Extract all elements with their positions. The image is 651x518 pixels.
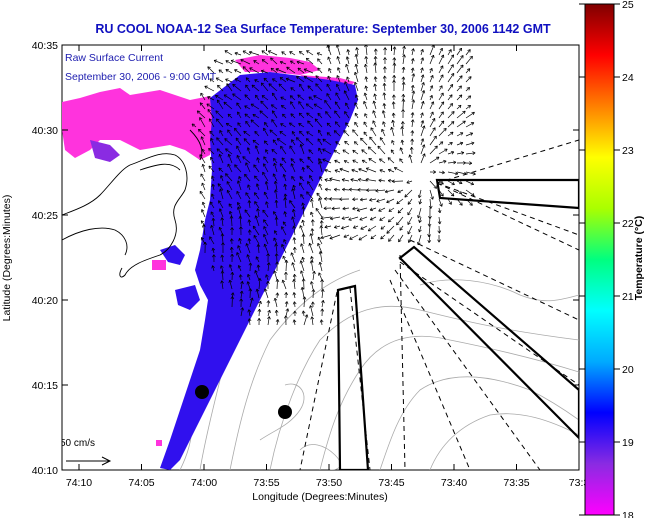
coastline xyxy=(62,129,203,278)
station-marker xyxy=(278,405,292,419)
y-axis: 40:35 40:30 40:25 40:20 40:15 40:10 xyxy=(32,40,579,477)
colorbar-tick-label: 20 xyxy=(622,364,634,376)
colorbar-tick-label: 21 xyxy=(622,291,634,303)
x-tick-label: 73:55 xyxy=(253,477,279,489)
colorbar xyxy=(584,3,615,516)
y-tick-label: 40:20 xyxy=(32,295,58,307)
x-axis: 74:10 74:05 74:00 73:55 73:50 73:45 73:40 73:35… xyxy=(66,45,590,489)
colorbar-ticks: 25 24 23 22 21 20 19 18 xyxy=(579,0,634,518)
y-axis-label: Latitude (Degrees:Minutes) xyxy=(1,195,13,322)
current-vectors xyxy=(191,45,476,326)
scale-label: 50 cm/s xyxy=(60,438,95,449)
overlay-line-2: September 30, 2006 - 9:00 GMT xyxy=(65,71,217,83)
x-tick-label: 74:05 xyxy=(128,477,154,489)
x-tick-label: 73:40 xyxy=(441,477,467,489)
x-tick-label: 74:00 xyxy=(191,477,217,489)
colorbar-tick-label: 19 xyxy=(622,437,634,449)
x-axis-label: Longitude (Degrees:Minutes) xyxy=(252,491,387,503)
scale-arrow xyxy=(66,456,112,466)
colorbar-tick-label: 23 xyxy=(622,145,634,157)
map-title: RU COOL NOAA-12 Sea Surface Temperature:… xyxy=(95,22,551,36)
colorbar-tick-label: 22 xyxy=(622,218,634,230)
transect-boxes xyxy=(336,178,579,470)
x-tick-label: 73:45 xyxy=(378,477,404,489)
x-tick-label: 74:10 xyxy=(66,477,92,489)
colorbar-tick-label: 18 xyxy=(622,510,634,518)
y-tick-label: 40:30 xyxy=(32,125,58,137)
colorbar-tick-label: 25 xyxy=(622,0,634,11)
colorbar-label: Temperature (°C) xyxy=(633,216,645,301)
overlay-line-1: Raw Surface Current xyxy=(65,52,163,64)
y-tick-label: 40:15 xyxy=(32,380,58,392)
x-tick-label: 73:50 xyxy=(316,477,342,489)
x-tick-label: 73:35 xyxy=(503,477,529,489)
colorbar-tick-label: 24 xyxy=(622,72,634,84)
x-tick-label: 73:3 xyxy=(569,477,590,489)
y-tick-label: 40:25 xyxy=(32,210,58,222)
y-tick-label: 40:35 xyxy=(32,40,58,52)
station-marker xyxy=(195,385,209,399)
y-tick-label: 40:10 xyxy=(32,465,58,477)
